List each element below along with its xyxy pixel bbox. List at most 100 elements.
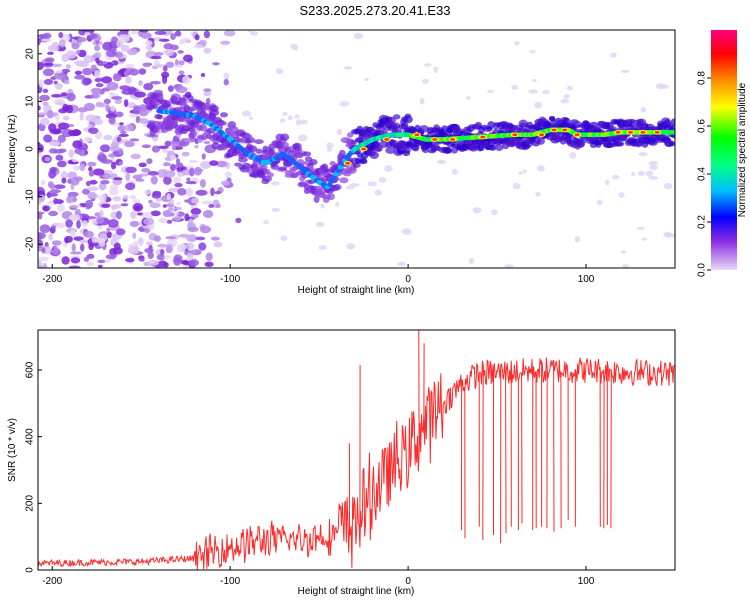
spectrogram-noise-blob [138,80,143,86]
spectrogram-noise-blob [111,204,117,211]
spectrogram-noise-blob [55,69,63,74]
spectrogram-noise-blob [364,77,369,82]
spectrogram-ridge-blob [266,172,274,178]
spectrogram-noise-blob [223,30,236,37]
spectrogram-noise-blob [106,81,119,91]
spectrogram-noise-blob [536,165,545,172]
spectrogram-noise-blob [563,94,571,99]
spectrogram-ridge-blob [404,113,412,119]
spectrogram-noise-blob [181,38,191,43]
spectrogram-ridge-blob [224,127,233,133]
spectrogram-noise-blob [163,262,169,268]
spectrogram-y-tick-label: 20 [25,48,36,60]
spectrogram-noise-blob [241,110,252,117]
spectrogram-noise-blob [184,213,190,222]
spectrogram-noise-blob [125,166,137,174]
spectrogram-noise-blob [61,68,71,73]
spectrogram-y-tick-label: -10 [25,189,36,204]
spectrogram-noise-blob [110,141,119,150]
spectrogram-noise-blob [170,44,179,51]
spectrogram-noise-blob [193,44,204,49]
spectrogram-ridge-blob [247,145,258,153]
spectrogram-noise-blob [65,64,71,69]
spectrogram-noise-blob [145,241,153,246]
spectrogram-noise-blob [143,217,155,226]
spectrogram-noise-blob [51,240,62,246]
spectrogram-noise-blob [53,197,58,205]
spectrogram-noise-blob [275,68,284,75]
spectrogram-ridge-blob [339,177,349,184]
spectrogram-noise-blob [51,94,63,98]
spectrogram-ridge-blob [346,132,354,138]
spectrogram-noise-blob [103,134,113,141]
spectrogram-noise-blob [95,57,100,64]
spectrogram-noise-blob [150,210,161,217]
spectrogram-noise-blob [148,199,153,204]
snr-plot: -200 -100 0 100 0 200 400 600 Height of straig… [7,329,676,597]
spectrogram-noise-blob [100,179,110,185]
spectrogram-ridge-blob [170,93,181,101]
spectrogram-noise-blob [210,236,220,241]
spectrogram-noise-blob [129,68,140,76]
spectrogram-noise-blob [280,118,286,123]
spectrogram-ridge-blob [198,124,208,132]
snr-x-tick-label: 100 [578,576,595,587]
spectrogram-noise-blob [156,254,166,261]
spectrogram-noise-blob [47,51,54,55]
snr-x-tick-label: -200 [42,576,62,587]
spectrogram-noise-blob [220,40,231,45]
spectrogram-noise-blob [81,220,89,227]
spectrogram-noise-blob [119,85,131,91]
spectrogram-noise-blob [92,168,105,176]
spectrogram-y-axis-label: Frequency (Hz) [7,115,18,184]
spectrogram-noise-blob [158,38,170,42]
spectrogram-noise-blob [48,210,59,217]
spectrogram-noise-blob [76,219,81,229]
spectrogram-noise-blob [85,180,91,187]
spectrogram-noise-blob [110,161,117,170]
spectrogram-noise-blob [60,171,69,180]
spectrogram-noise-blob [468,257,475,265]
spectrogram-noise-blob [542,89,550,95]
spectrogram-noise-blob [183,54,193,63]
snr-y-tick-label: 0 [25,567,36,573]
spectrogram-noise-blob [80,149,85,156]
spectrogram-ridge-blob [488,144,497,151]
spectrogram-noise-blob [212,62,220,66]
spectrogram-noise-blob [195,236,206,241]
spectrogram-noise-blob [205,252,213,261]
spectrogram-noise-blob [163,255,172,259]
spectrogram-noise-blob [73,165,81,171]
spectrogram-noise-blob [142,225,150,229]
spectrogram-noise-blob [151,145,161,153]
spectrogram-noise-blob [134,91,146,98]
spectrogram-noise-blob [149,80,161,85]
spectrogram-noise-blob [66,92,76,102]
spectrogram-noise-blob [40,180,46,186]
spectrogram-hot-core [640,131,646,134]
spectrogram-noise-blob [124,76,132,84]
spectrogram-ridge-blob [614,140,625,147]
spectrogram-noise-blob [87,186,99,192]
spectrogram-noise-blob [182,265,189,268]
spectrogram-noise-blob [659,84,670,89]
spectrogram-noise-blob [174,206,182,211]
spectrogram-noise-blob [38,211,45,215]
spectrogram-noise-blob [87,161,97,167]
spectrogram-ridge-blob [278,166,288,171]
spectrogram-noise-blob [55,154,64,161]
spectrogram-noise-blob [129,30,141,35]
spectrogram-noise-blob [270,181,281,186]
spectrogram-noise-blob [191,213,199,219]
spectrogram-noise-blob [59,39,66,48]
spectrogram-noise-blob [117,125,126,132]
spectrogram-noise-blob [65,104,74,114]
spectrogram-noise-blob [220,112,228,118]
spectrogram-noise-blob [83,150,89,155]
spectrogram-noise-blob [198,242,207,251]
spectrogram-noise-blob [490,209,498,216]
spectrogram-noise-blob [339,101,350,107]
spectrogram-noise-blob [610,52,617,58]
spectrogram-noise-blob [57,122,70,130]
spectrogram-ridge-blob [313,195,320,203]
